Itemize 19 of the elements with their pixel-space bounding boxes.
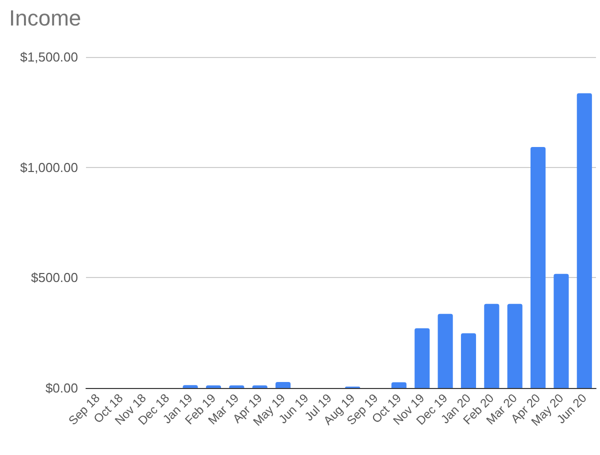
chart-title: Income bbox=[9, 6, 82, 30]
bar bbox=[554, 274, 569, 388]
bar bbox=[507, 304, 522, 388]
bar bbox=[229, 385, 244, 388]
y-tick-label: $1,000.00 bbox=[20, 160, 78, 175]
bar bbox=[252, 385, 268, 388]
y-tick-label: $500.00 bbox=[31, 270, 78, 286]
bar bbox=[484, 304, 500, 388]
bar bbox=[576, 93, 592, 388]
bar bbox=[414, 328, 430, 388]
bar bbox=[438, 314, 453, 388]
y-tick-label: $0.00 bbox=[45, 380, 78, 396]
bar bbox=[391, 382, 406, 388]
bar bbox=[182, 385, 198, 388]
bar bbox=[460, 333, 476, 388]
bar bbox=[276, 382, 291, 388]
y-tick-label: $1,500.00 bbox=[20, 50, 78, 64]
bar bbox=[530, 147, 546, 388]
bar bbox=[206, 385, 222, 388]
